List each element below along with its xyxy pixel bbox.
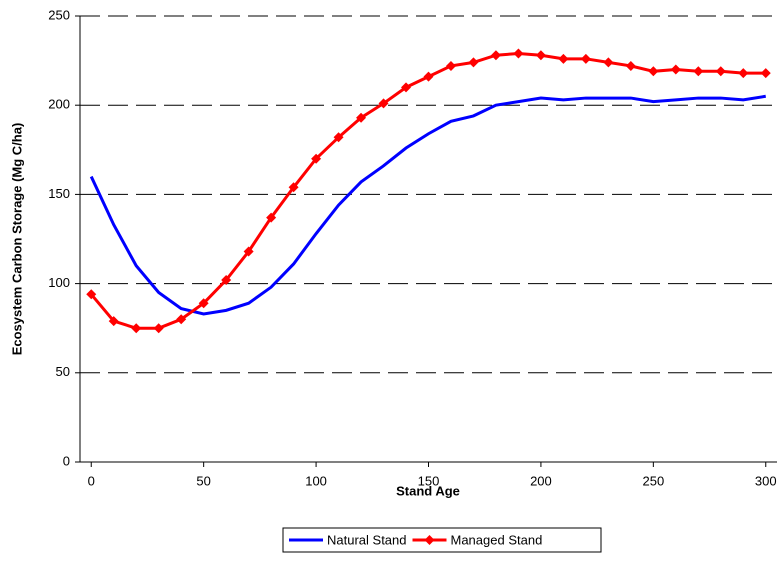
marker [108,316,119,327]
y-tick-label: 100 [48,275,70,290]
marker [266,212,277,223]
legend-label: Natural Stand [327,532,407,547]
y-tick-label: 200 [48,97,70,112]
x-tick-label: 150 [418,473,440,488]
y-tick-label: 250 [48,7,70,22]
marker [401,82,412,93]
marker [423,71,434,82]
marker [176,314,187,325]
marker [625,60,636,71]
marker [221,275,232,286]
x-tick-label: 300 [755,473,777,488]
x-tick-label: 100 [305,473,327,488]
marker [333,132,344,143]
marker [445,60,456,71]
marker [131,323,142,334]
marker [738,68,749,79]
marker [648,66,659,77]
marker [580,53,591,64]
marker [760,68,771,79]
marker [86,289,97,300]
legend-label: Managed Stand [451,532,543,547]
series-line [90,51,766,330]
marker [603,57,614,68]
x-tick-label: 0 [88,473,95,488]
y-tick-label: 50 [56,364,70,379]
x-tick-label: 200 [530,473,552,488]
y-tick-label: 150 [48,186,70,201]
x-tick-label: 50 [196,473,210,488]
x-axis-label: Stand Age [396,483,460,498]
y-axis-label: Ecosystem Carbon Storage (Mg C/ha) [9,123,24,356]
marker [198,298,209,309]
marker [535,50,546,61]
marker [311,153,322,164]
legend-marker [424,535,435,545]
marker [153,323,164,334]
marker [715,66,726,77]
marker [243,246,254,257]
marker [693,66,704,77]
marker [670,64,681,75]
marker [288,182,299,193]
marker [356,112,367,123]
y-tick-label: 0 [63,453,70,468]
marker [513,48,524,59]
marker [468,57,479,68]
series-line [89,94,766,316]
marker [378,98,389,109]
marker [558,53,569,64]
x-tick-label: 250 [642,473,664,488]
marker [490,50,501,61]
